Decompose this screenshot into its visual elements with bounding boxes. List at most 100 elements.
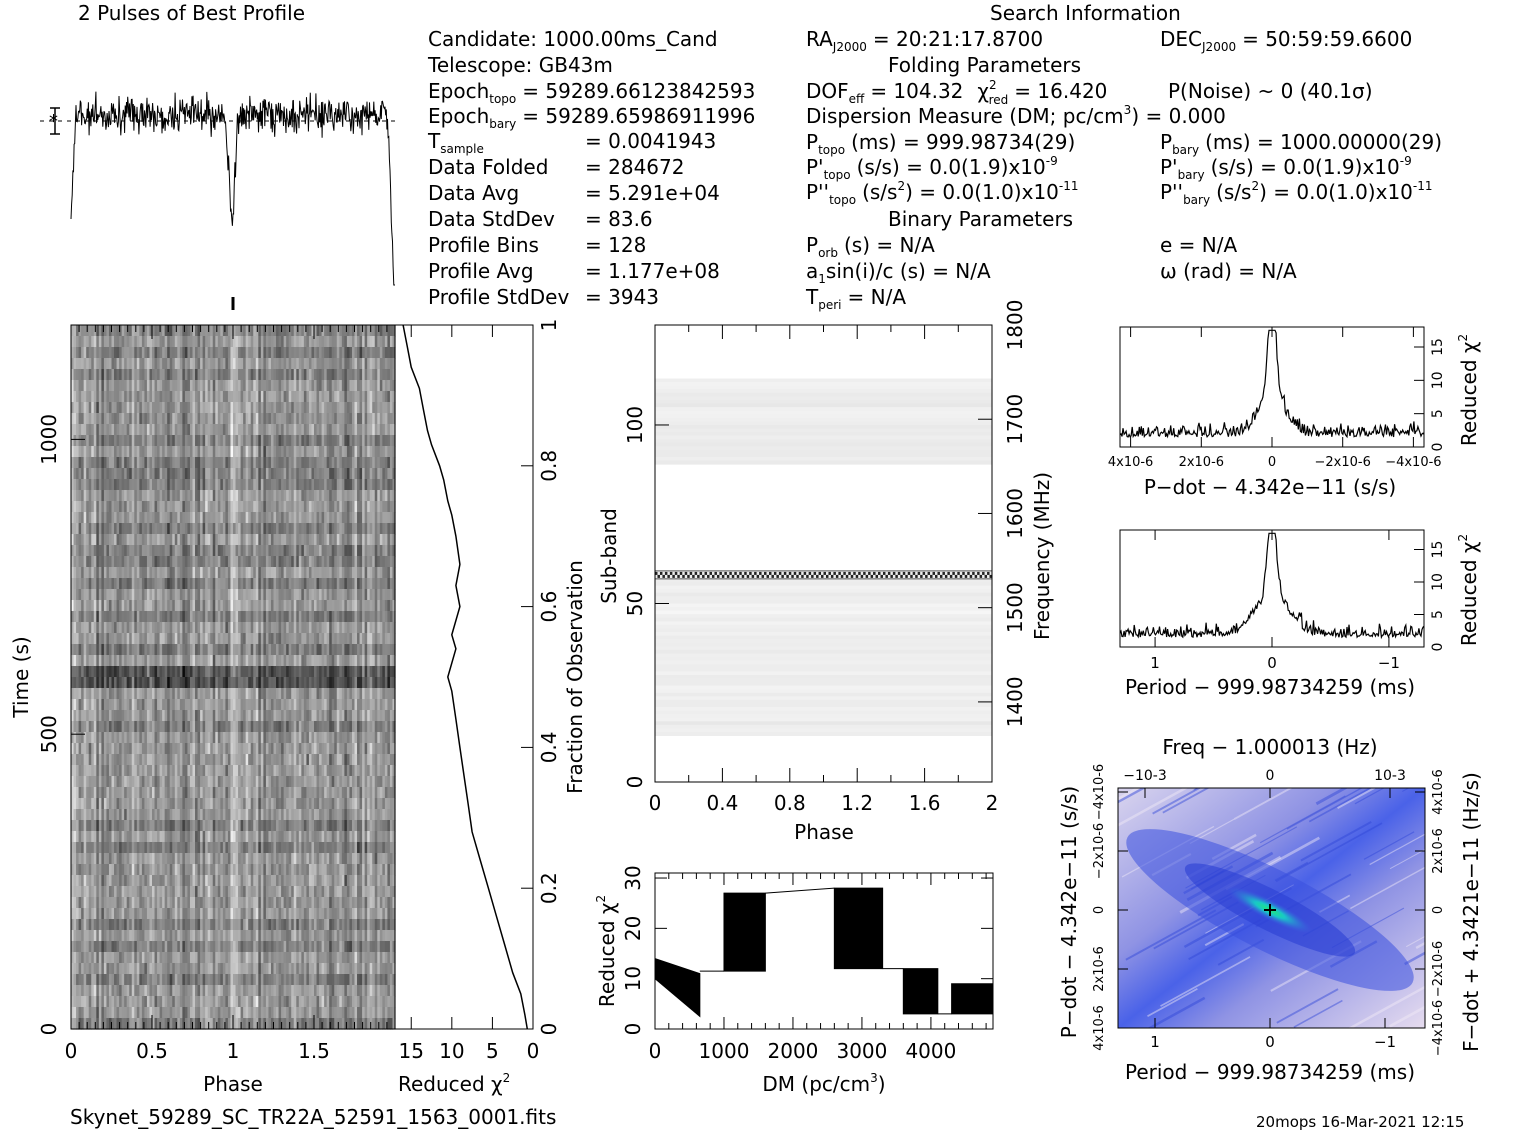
time-phase-cell — [210, 424, 214, 436]
time-phase-cell — [306, 534, 310, 546]
time-phase-cell — [96, 688, 100, 700]
time-phase-cell — [189, 666, 194, 678]
time-phase-cell — [182, 358, 186, 370]
time-phase-cell — [149, 446, 153, 458]
time-phase-cell — [293, 622, 297, 634]
time-phase-cell — [177, 325, 181, 337]
time-phase-cell — [136, 435, 140, 447]
ecc-text: e = N/A — [1160, 233, 1237, 257]
time-phase-cell — [243, 325, 247, 337]
time-phase-cell — [184, 688, 189, 700]
time-phase-cell — [93, 380, 97, 392]
time-phase-cell — [205, 347, 209, 359]
time-phase-cell — [106, 468, 110, 480]
time-phase-cell — [71, 710, 75, 722]
time-phase-cell — [329, 578, 333, 590]
time-phase-cell — [167, 336, 171, 348]
time-phase-cell — [306, 677, 310, 689]
time-phase-cell — [357, 380, 361, 392]
time-phase-cell — [359, 413, 363, 425]
time-phase-cell — [339, 402, 343, 414]
time-phase-cell — [202, 358, 206, 370]
time-phase-cell — [298, 655, 302, 667]
time-phase-cell — [334, 589, 338, 601]
time-phase-cell — [78, 402, 82, 414]
time-phase-cell — [154, 501, 158, 513]
time-phase-cell — [349, 677, 353, 689]
time-phase-cell — [212, 468, 216, 480]
tsample-label-row: Tsample — [427, 129, 484, 156]
time-phase-cell — [296, 611, 300, 623]
time-phase-cell — [184, 578, 189, 590]
time-phase-cell — [303, 589, 308, 601]
time-phase-cell — [382, 402, 386, 414]
time-phase-cell — [364, 578, 368, 590]
time-phase-cell — [164, 732, 168, 744]
time-phase-cell — [108, 545, 113, 557]
time-phase-cell — [227, 688, 232, 700]
epoch-topo-row: Epochtopo = 59289.66123842593 — [428, 79, 755, 106]
time-phase-cell — [243, 512, 247, 524]
time-phase-cell — [354, 501, 358, 513]
time-phase-cell — [167, 325, 171, 337]
time-phase-cell — [324, 369, 328, 381]
time-phase-cell — [258, 600, 262, 612]
time-phase-cell — [281, 402, 285, 414]
time-phase-cell — [258, 534, 262, 546]
time-phase-cell — [81, 523, 85, 535]
time-phase-cell — [339, 644, 343, 656]
time-phase-cell — [354, 600, 358, 612]
time-phase-cell — [283, 655, 287, 667]
time-phase-cell — [392, 325, 396, 337]
time-phase-cell — [149, 721, 153, 733]
time-phase-cell — [200, 611, 204, 623]
time-phase-cell — [331, 578, 335, 590]
time-phase-cell — [286, 446, 290, 458]
time-phase-cell — [98, 611, 102, 623]
time-phase-cell — [243, 490, 247, 502]
time-phase-cell — [121, 347, 125, 359]
time-phase-cell — [311, 347, 315, 359]
time-phase-cell — [265, 567, 270, 579]
time-phase-cell — [215, 358, 219, 370]
time-phase-cell — [114, 644, 118, 656]
time-phase-cell — [291, 435, 295, 447]
time-phase-cell — [281, 435, 285, 447]
time-phase-cell — [288, 578, 292, 590]
time-phase-cell — [389, 622, 394, 634]
time-phase-cell — [177, 402, 181, 414]
time-phase-cell — [212, 325, 216, 337]
candidate-text: Candidate: 1000.00ms_Cand — [428, 27, 718, 51]
time-phase-cell — [235, 424, 239, 436]
time-phase-cell — [389, 556, 394, 568]
time-phase-cell — [129, 391, 133, 403]
time-phase-cell — [387, 413, 391, 425]
time-phase-cell — [303, 424, 308, 436]
time-phase-cell — [222, 666, 227, 678]
a1-sub: 1 — [818, 272, 826, 286]
time-phase-cell — [136, 622, 140, 634]
time-phase-cell — [334, 358, 338, 370]
time-phase-cell — [157, 655, 161, 667]
time-phase-cell — [334, 567, 338, 579]
time-phase-cell — [121, 391, 125, 403]
time-phase-cell — [195, 677, 199, 689]
time-phase-cell — [111, 512, 115, 524]
time-phase-cell — [202, 512, 206, 524]
time-phase-cell — [326, 457, 330, 469]
time-phase-cell — [233, 677, 237, 689]
time-phase-cell — [139, 655, 143, 667]
time-phase-cell — [88, 523, 92, 535]
time-phase-cell — [73, 633, 77, 645]
time-phase-cell — [114, 468, 118, 480]
time-phase-cell — [364, 457, 368, 469]
time-phase-cell — [96, 402, 100, 414]
time-phase-cell — [141, 490, 146, 502]
time-phase-cell — [182, 611, 186, 623]
time-phase-cell — [240, 655, 244, 667]
time-phase-cell — [240, 589, 244, 601]
time-phase-cell — [314, 721, 318, 733]
time-phase-cell — [357, 501, 361, 513]
time-phase-cell — [374, 457, 378, 469]
time-phase-cell — [278, 358, 282, 370]
